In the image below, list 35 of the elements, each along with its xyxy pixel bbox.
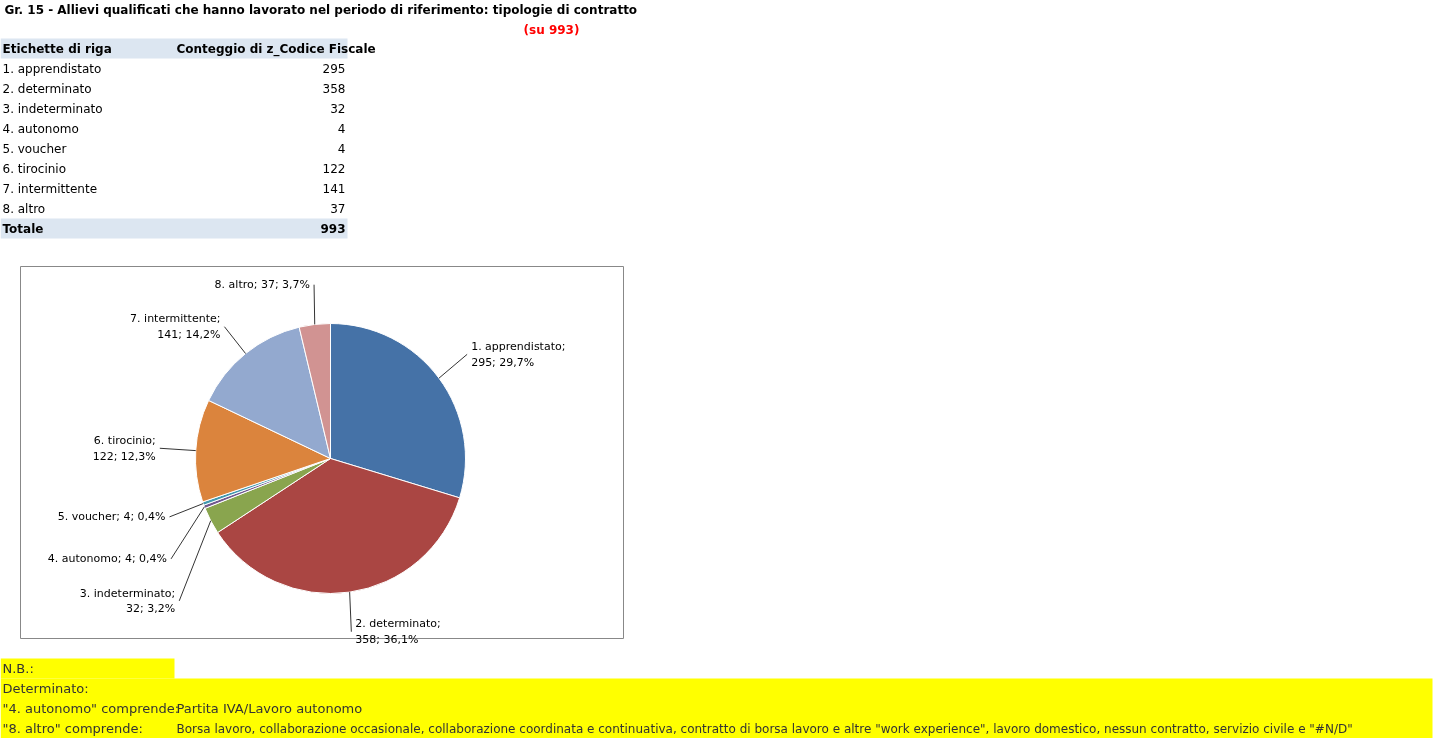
data-label: 4: [337, 122, 346, 136]
data-label: 295: [322, 62, 346, 76]
data-label: 141: [322, 182, 346, 196]
data-label: 8. altro; 37; 3,7%: [214, 278, 311, 292]
data-label: 32: [330, 102, 346, 116]
data-label: 4. autonomo; 4; 0,4%: [47, 552, 168, 566]
data-label: 358: [322, 82, 346, 96]
text: 993: [320, 222, 346, 236]
category-label: 7. intermittente: [2, 181, 98, 196]
text: Etichette di riga: [2, 41, 112, 56]
data-label: 37: [330, 202, 346, 216]
category-label: 8. altro: [2, 201, 46, 216]
data-label: 7. intermittente; 141; 14,2%: [130, 312, 221, 341]
text: Borsa lavoro, collaborazione occasionale, collaborazione coordinata e continuativa, contratto di borsa lavoro e altre "work experience", lavoro domestico, nessun contratto, servizio civile e "#N/D": [176, 721, 1353, 736]
category-label: 2. determinato: [2, 81, 92, 96]
data-label: 3. indeterminato; 32; 3,2%: [79, 586, 176, 616]
text: Totale: [2, 221, 44, 236]
text: "8. altro" comprende:: [2, 721, 143, 736]
text: (su 993): [523, 22, 580, 37]
data-label: 122: [322, 162, 346, 176]
text: Conteggio di z_Codice Fiscale: [176, 41, 376, 57]
data-label: 6. tirocinio; 122; 12,3%: [92, 433, 156, 463]
text: Partita IVA/Lavoro autonomo: [176, 701, 363, 716]
category-label: 1. apprendistato: [2, 61, 102, 76]
text: N.B.:: [2, 661, 34, 676]
data-label: 5. voucher; 4; 0,4%: [57, 510, 166, 524]
data-label: 2. determinato; 358; 36,1%: [355, 617, 441, 647]
text: Determinato:: [2, 681, 89, 696]
category-label: 6. tirocinio: [2, 161, 67, 176]
category-label: 3. indeterminato: [2, 101, 103, 116]
category-label: 4. autonomo: [2, 121, 79, 136]
category-label: 5. voucher: [2, 141, 67, 156]
data-label: 1. apprendistato; 295; 29,7%: [471, 340, 566, 369]
data-label: 4: [337, 142, 346, 156]
text: Gr. 15 - Allievi qualificati che hanno lavorato nel periodo di riferimento: tipologie di contratto: [4, 2, 638, 17]
